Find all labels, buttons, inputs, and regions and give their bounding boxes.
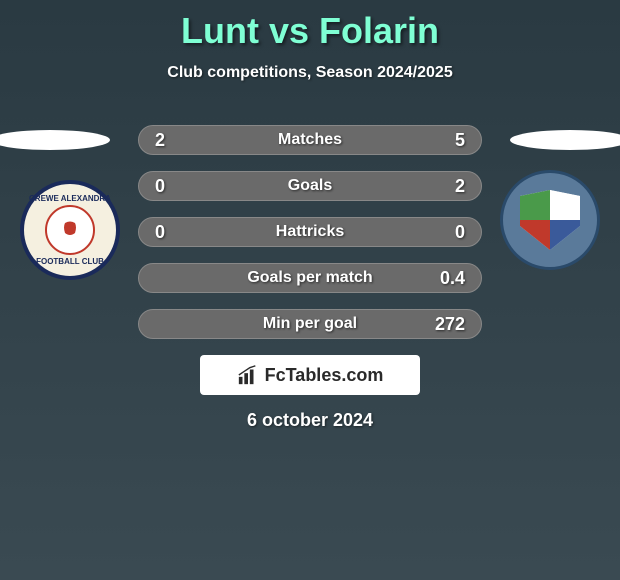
stat-left-value: 0 bbox=[155, 222, 165, 243]
stat-row-goals: 0 Goals 2 bbox=[138, 171, 482, 201]
stat-right-value: 272 bbox=[435, 314, 465, 335]
shield-quadrant bbox=[520, 220, 550, 250]
stat-label: Matches bbox=[278, 131, 342, 149]
stat-left-value: 0 bbox=[155, 176, 165, 197]
team-left-crest: CREWE ALEXANDRA FOOTBALL CLUB bbox=[20, 180, 120, 280]
watermark-text: FcTables.com bbox=[265, 365, 384, 386]
stat-row-goals-per-match: Goals per match 0.4 bbox=[138, 263, 482, 293]
stat-right-value: 2 bbox=[455, 176, 465, 197]
footer-date: 6 october 2024 bbox=[247, 410, 373, 431]
stat-row-hattricks: 0 Hattricks 0 bbox=[138, 217, 482, 247]
stat-row-min-per-goal: Min per goal 272 bbox=[138, 309, 482, 339]
watermark: FcTables.com bbox=[200, 355, 420, 395]
stat-label: Goals bbox=[288, 177, 332, 195]
stat-right-value: 0.4 bbox=[440, 268, 465, 289]
shield-quadrant bbox=[550, 190, 580, 220]
stat-right-value: 0 bbox=[455, 222, 465, 243]
stats-container: 2 Matches 5 0 Goals 2 0 Hattricks 0 Goal… bbox=[138, 125, 482, 355]
shield-quadrant bbox=[550, 220, 580, 250]
stat-label: Hattricks bbox=[276, 223, 344, 241]
stat-left-value: 2 bbox=[155, 130, 165, 151]
page-title: Lunt vs Folarin bbox=[0, 0, 620, 52]
page-subtitle: Club competitions, Season 2024/2025 bbox=[0, 64, 620, 82]
chart-icon bbox=[237, 364, 259, 386]
crest-left-text-top: CREWE ALEXANDRA bbox=[29, 194, 111, 203]
crest-left-emblem bbox=[45, 205, 95, 255]
ellipse-left-decoration bbox=[0, 130, 110, 150]
stat-label: Goals per match bbox=[247, 269, 372, 287]
crest-left-text-bottom: FOOTBALL CLUB bbox=[36, 257, 104, 266]
ellipse-right-decoration bbox=[510, 130, 620, 150]
shield-icon bbox=[520, 190, 580, 250]
shield-quadrant bbox=[520, 190, 550, 220]
stat-label: Min per goal bbox=[263, 315, 357, 333]
stat-row-matches: 2 Matches 5 bbox=[138, 125, 482, 155]
lion-icon bbox=[55, 215, 85, 245]
stat-right-value: 5 bbox=[455, 130, 465, 151]
team-right-crest bbox=[500, 170, 600, 270]
